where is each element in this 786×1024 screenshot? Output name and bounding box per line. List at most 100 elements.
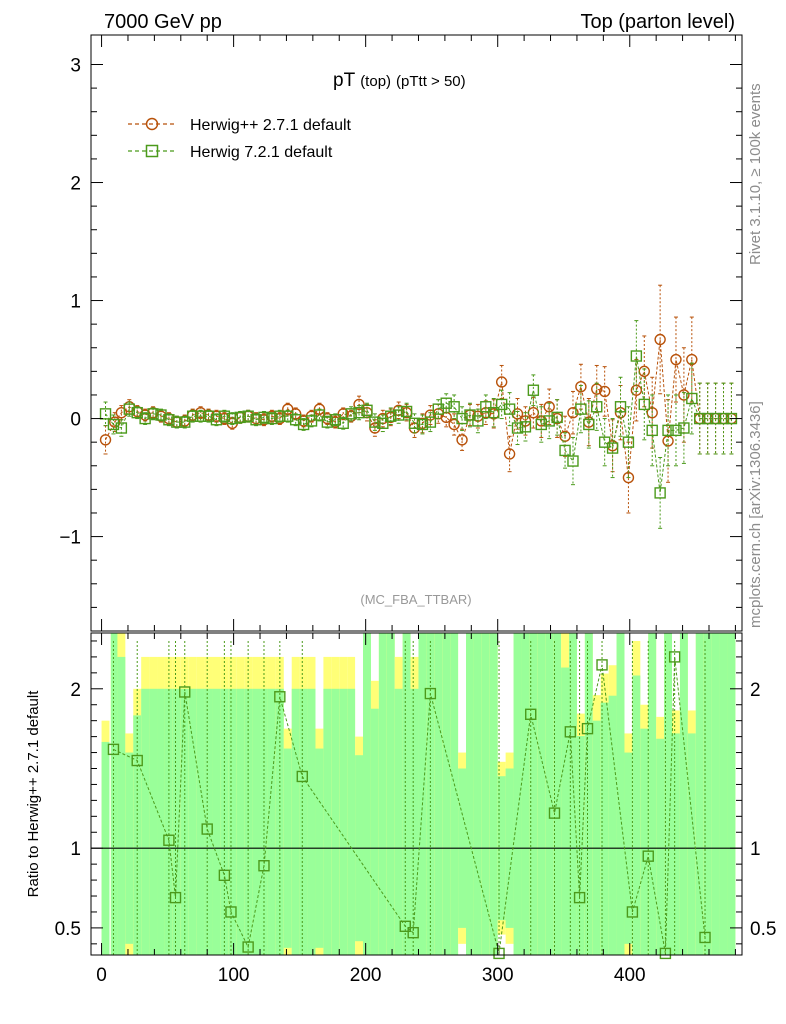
data-point-herwig-pp [678,389,690,401]
data-point-herwig7 [385,410,397,422]
ratio-band-inner [110,633,119,955]
ratio-band-inner [172,688,181,955]
data-point-herwig7 [559,444,571,457]
ratio-x-tick-label: 200 [350,965,382,986]
data-point-herwig-pp [567,406,579,419]
data-point-herwig7 [472,415,484,427]
ratio-band-inner [695,633,704,955]
ratio-data-point [493,947,505,960]
ratio-data-point [548,807,561,819]
ratio-x-tick-label: 400 [614,965,646,986]
ratio-x-tick-label: 0 [96,965,107,986]
ratio-data-point [242,941,254,953]
data-point-herwig7 [480,401,492,413]
ratio-band-inner [149,688,158,955]
ratio-data-point [596,659,608,671]
ratio-data-point [424,687,437,700]
data-point-herwig7 [670,424,682,437]
ratio-data-point [179,686,191,698]
data-point-herwig7 [464,409,476,421]
ratio-band-inner [331,688,340,955]
ratio-data-point [274,691,286,703]
data-point-herwig7 [488,406,500,419]
ratio-data-point [201,823,213,835]
ratio-data-point [163,834,175,846]
data-point-herwig7 [123,403,135,415]
ratio-band-inner [299,688,308,955]
data-point-herwig7 [218,410,231,422]
data-point-herwig7 [392,409,405,421]
data-point-herwig7 [591,401,603,413]
data-point-herwig7 [614,401,627,413]
main-plot-marks [99,284,738,529]
data-point-herwig7 [210,414,223,426]
main-plot-panel: −1 0 1 2 3 pT (top) (pTtt > 50) (MC_FBA_TTBAR)… [59,34,743,632]
ratio-band-inner [553,633,562,955]
series-line-herwig-pp [105,339,732,478]
legend-label-herwig7: Herwig 7.2.1 default [190,144,333,161]
ratio-data-point [407,926,419,939]
ratio-band-inner [450,633,459,955]
ratio-data-point [642,850,654,862]
ratio-band-inner [687,733,696,955]
ratio-band-inner [410,688,419,955]
data-point-herwig7 [202,410,215,422]
ratio-series-line [113,656,706,954]
ratio-band-inner [481,633,490,955]
data-point-herwig7 [543,415,555,427]
ratio-data-point [225,906,237,918]
data-point-herwig-pp [495,376,508,388]
rivet-version-label: Rivet 3.1.10, ≥ 100k events [747,83,764,265]
data-point-herwig7 [313,409,326,421]
ratio-band-inner [703,633,712,955]
data-point-herwig7 [432,403,444,415]
ratio-band-inner [204,688,213,955]
mcplots-reference-label: mcplots.cern.ch [arXiv:1306.3436] [747,401,764,628]
ratio-band-inner [584,633,593,955]
main-y-tick-label: 0 [70,410,81,431]
data-point-herwig7 [686,392,698,405]
ratio-band-inner [418,633,427,955]
ratio-band-inner [157,688,165,955]
ratio-band-inner [442,633,451,955]
data-point-herwig-pp [575,380,587,393]
data-point-herwig7 [654,487,666,499]
ratio-y-tick-label-left: 1 [70,839,81,860]
ratio-band-inner [386,633,395,955]
ratio-band-inner [133,715,142,955]
ratio-band-inner [521,633,530,955]
data-point-herwig7 [630,350,643,362]
data-point-herwig-pp [424,409,437,421]
ratio-x-tick-label: 300 [482,965,514,986]
data-point-herwig7 [194,410,207,422]
ratio-band-inner [188,688,197,955]
ratio-data-point [296,770,308,783]
ratio-band-inner [608,695,617,955]
data-point-herwig7 [305,415,318,427]
ratio-y-tick-label-right: 0.5 [750,919,776,940]
data-point-herwig7 [440,397,452,409]
data-point-herwig7 [163,414,175,426]
ratio-data-point [525,708,537,720]
ratio-band-inner [363,633,371,955]
data-point-herwig7 [638,398,650,411]
data-point-herwig7 [678,422,690,434]
analysis-watermark: (MC_FBA_TTBAR) [360,592,471,607]
ratio-y-tick-label-right: 1 [750,839,761,860]
main-y-tick-label: 3 [70,56,81,77]
ratio-x-tick-label: 100 [218,965,250,986]
data-point-herwig7 [527,384,540,396]
ratio-band-inner [616,633,625,955]
ratio-data-point [107,743,120,756]
data-point-herwig7 [321,416,334,428]
data-point-herwig7 [250,414,262,426]
ratio-data-point [659,947,672,960]
data-point-herwig7 [503,403,516,415]
data-point-herwig7 [226,412,238,425]
legend-item-herwig7: Herwig 7.2.1 default [128,144,333,161]
ratio-band-inner [196,688,205,955]
data-point-herwig-pp [456,434,468,446]
ratio-band-inner [569,633,577,955]
data-point-herwig7 [131,406,143,419]
